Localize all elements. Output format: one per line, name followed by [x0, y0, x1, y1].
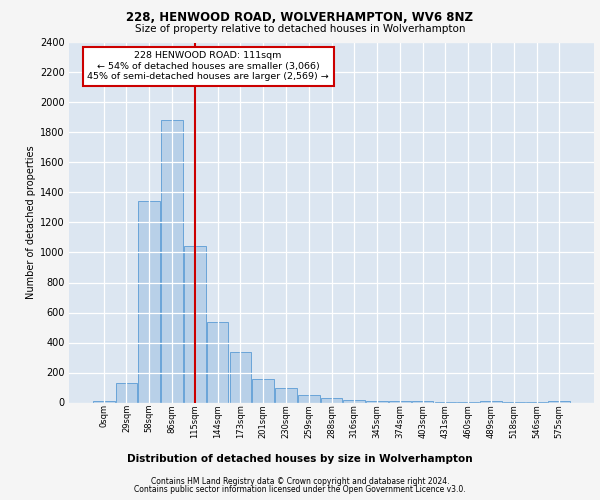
- Bar: [298, 395, 320, 402]
- Bar: [253, 378, 274, 402]
- Bar: [275, 388, 297, 402]
- Y-axis label: Number of detached properties: Number of detached properties: [26, 146, 36, 300]
- Text: Distribution of detached houses by size in Wolverhampton: Distribution of detached houses by size …: [127, 454, 473, 464]
- Bar: [480, 401, 502, 402]
- Bar: [184, 246, 206, 402]
- Bar: [343, 400, 365, 402]
- Bar: [207, 322, 229, 402]
- Text: Size of property relative to detached houses in Wolverhampton: Size of property relative to detached ho…: [135, 24, 465, 34]
- Bar: [139, 202, 160, 402]
- Text: Contains public sector information licensed under the Open Government Licence v3: Contains public sector information licen…: [134, 484, 466, 494]
- Text: 228 HENWOOD ROAD: 111sqm
← 54% of detached houses are smaller (3,066)
45% of sem: 228 HENWOOD ROAD: 111sqm ← 54% of detach…: [87, 52, 329, 82]
- Text: Contains HM Land Registry data © Crown copyright and database right 2024.: Contains HM Land Registry data © Crown c…: [151, 477, 449, 486]
- Bar: [366, 400, 388, 402]
- Bar: [116, 383, 137, 402]
- Bar: [161, 120, 183, 402]
- Bar: [389, 401, 410, 402]
- Text: 228, HENWOOD ROAD, WOLVERHAMPTON, WV6 8NZ: 228, HENWOOD ROAD, WOLVERHAMPTON, WV6 8N…: [127, 11, 473, 24]
- Bar: [230, 352, 251, 403]
- Bar: [320, 398, 343, 402]
